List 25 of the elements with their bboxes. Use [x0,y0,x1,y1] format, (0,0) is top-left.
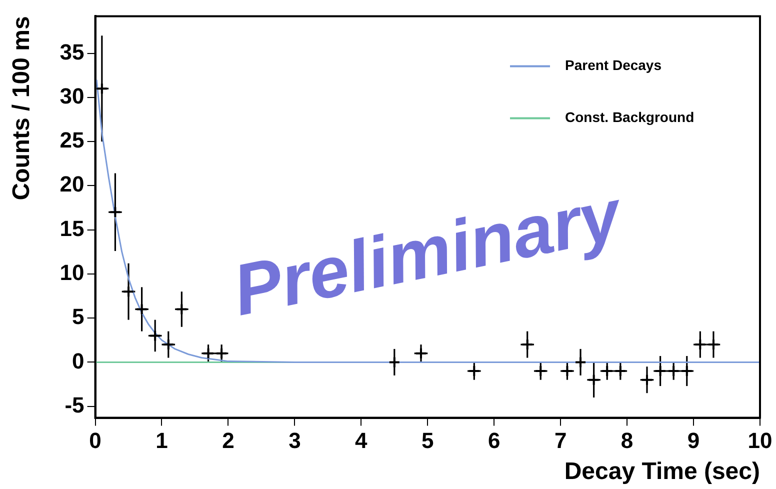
y-tick-label: -5 [64,392,84,418]
y-tick-label: 10 [60,260,84,285]
y-tick-label: 15 [60,216,84,241]
x-tick-label: 4 [355,428,368,454]
x-axis-title: Decay Time (sec) [564,458,760,486]
y-tick-label: 30 [60,83,84,108]
annotation: Preliminary [226,174,631,332]
y-tick-label: 20 [60,172,84,197]
y-tick-label: 25 [60,128,84,153]
x-tick-label: 9 [687,428,700,454]
x-tick-label: 3 [288,428,301,454]
x-tick-label: 7 [554,428,567,454]
legend-label: Parent Decays [565,57,662,74]
legend-label: Const. Background [565,109,694,126]
y-tick-label: 0 [72,348,84,374]
y-tick-label: 5 [72,304,84,330]
x-tick-label: 5 [422,428,434,454]
x-tick-label: 8 [620,428,634,454]
x-tick-label: 2 [222,428,234,454]
y-tick-label: 35 [60,39,84,64]
y-axis-title: Counts / 100 ms [8,16,36,200]
x-tick-label: 1 [156,428,168,454]
x-tick-label: 0 [89,428,102,454]
x-tick-label: 10 [748,428,772,454]
x-tick-label: 6 [488,428,500,454]
